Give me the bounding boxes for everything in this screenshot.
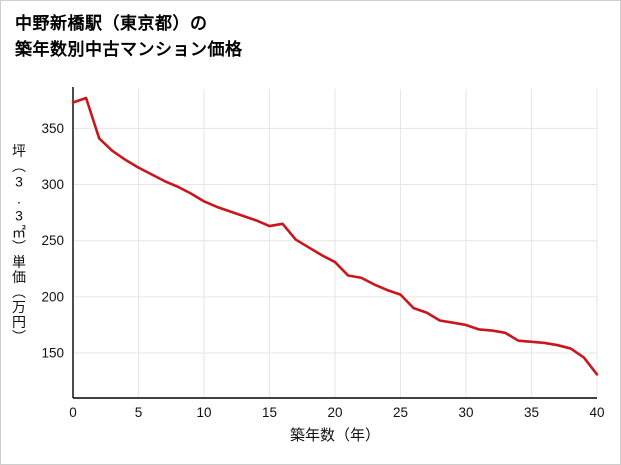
svg-text:200: 200 (41, 289, 64, 304)
svg-text:40: 40 (589, 405, 604, 420)
svg-text:15: 15 (262, 405, 277, 420)
chart-title: 中野新橋駅（東京都）の 築年数別中古マンション価格 (15, 11, 243, 62)
svg-text:0: 0 (69, 405, 77, 420)
svg-text:35: 35 (524, 405, 539, 420)
gridlines (73, 89, 598, 398)
svg-text:5: 5 (135, 405, 143, 420)
svg-text:10: 10 (196, 405, 211, 420)
svg-text:250: 250 (41, 233, 64, 248)
chart-title-line2: 築年数別中古マンション価格 (15, 39, 243, 59)
y-tick-labels: 150 200 250 300 350 (41, 121, 64, 361)
y-axis-title: 坪（3.3㎡）単価（万円） (11, 143, 27, 345)
svg-text:30: 30 (458, 405, 473, 420)
svg-text:20: 20 (327, 405, 342, 420)
svg-text:350: 350 (41, 121, 64, 136)
axes (72, 87, 597, 399)
chart-title-line1: 中野新橋駅（東京都）の (15, 14, 208, 33)
svg-text:300: 300 (41, 177, 64, 192)
x-tick-labels: 0 5 10 15 20 25 30 35 40 (69, 405, 604, 420)
svg-text:150: 150 (41, 346, 64, 361)
svg-text:25: 25 (393, 405, 408, 420)
price-line (71, 96, 599, 376)
x-axis-title: 築年数（年） (289, 427, 380, 444)
